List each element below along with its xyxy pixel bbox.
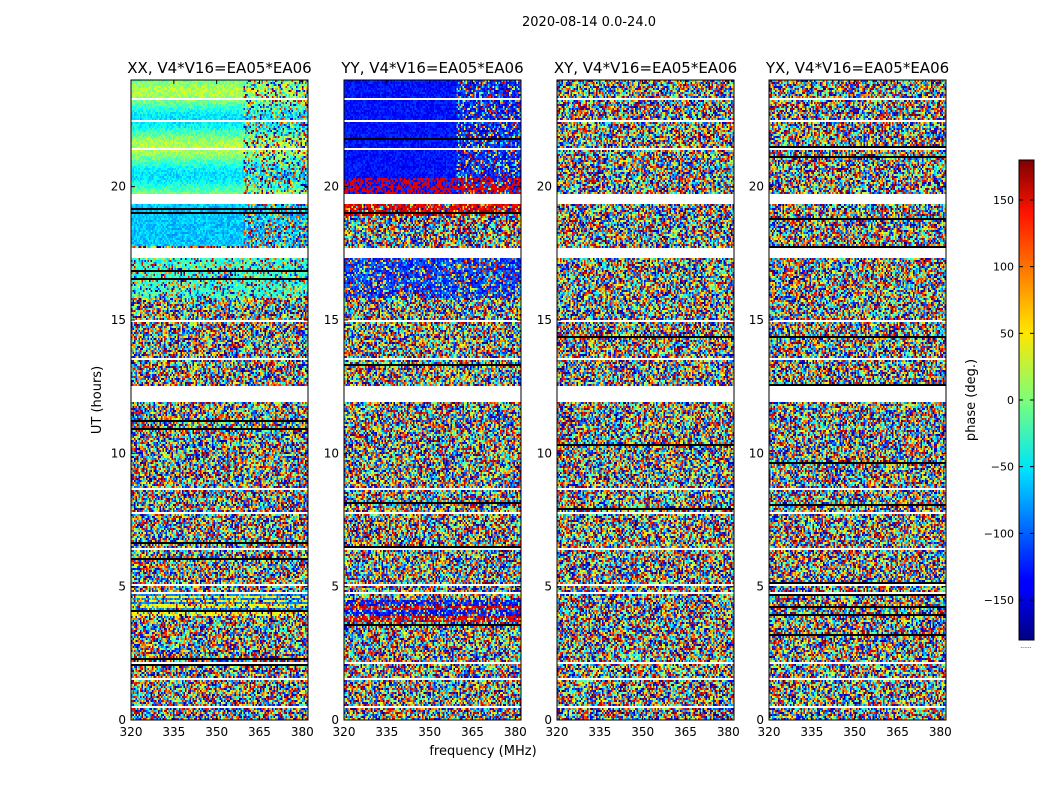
colorbar-ticks: −150 −100 −50 0 50 100 150	[984, 194, 1034, 607]
y-tick-label: 10	[111, 446, 126, 460]
y-tick-label: 5	[118, 580, 126, 594]
x-tick-label: 350	[843, 725, 866, 739]
x-tick-label: 380	[291, 725, 314, 739]
x-tick-label: 350	[205, 725, 228, 739]
panel-frame	[768, 79, 947, 721]
x-tick-label: 365	[461, 725, 484, 739]
x-tick-label: 380	[504, 725, 527, 739]
colorbar: −150 −100 −50 0 50 100 150 phase (deg.) ......	[964, 159, 1035, 650]
figure-title: 2020-08-14 0.0-24.0	[522, 15, 656, 30]
x-tick-label: 320	[546, 725, 569, 739]
y-tick-label: 0	[331, 713, 339, 727]
panel-frame	[130, 79, 309, 721]
panels-group: XX, V4*V16=EA05*EA06 320 335 350 365 380 0 5 10 1…	[111, 59, 952, 739]
colorbar-label: phase (deg.)	[964, 359, 979, 441]
x-tick-label: 380	[717, 725, 740, 739]
y-axis-label: UT (hours)	[90, 366, 105, 434]
y-tick-label: 15	[111, 313, 126, 327]
panel-title: YX, V4*V16=EA05*EA06	[765, 59, 949, 77]
x-tick-label: 335	[162, 725, 185, 739]
x-tick-label: 350	[631, 725, 654, 739]
x-axis-label: frequency (MHz)	[429, 744, 536, 759]
y-tick-label: 0	[756, 713, 764, 727]
colorbar-tick-label: 0	[1007, 394, 1014, 407]
x-tick-label: 365	[248, 725, 271, 739]
y-tick-label: 0	[544, 713, 552, 727]
x-tick-label: 320	[758, 725, 781, 739]
colorbar-tick-label: 50	[1000, 327, 1014, 340]
panel-title: XY, V4*V16=EA05*EA06	[554, 59, 737, 77]
x-tick-label: 380	[929, 725, 952, 739]
colorbar-footer: ......	[1020, 643, 1032, 650]
colorbar-tick-label: −50	[991, 461, 1014, 474]
x-tick-label: 320	[120, 725, 143, 739]
y-tick-label: 10	[324, 446, 339, 460]
x-tick-label: 350	[418, 725, 441, 739]
y-tick-label: 5	[756, 580, 764, 594]
y-tick-label: 20	[749, 180, 764, 194]
x-tick-label: 335	[375, 725, 398, 739]
y-tick-label: 0	[118, 713, 126, 727]
panel-4: YX, V4*V16=EA05*EA06 320 335 350 365 380 0 5 10 1…	[749, 59, 952, 739]
colorbar-tick-label: 150	[993, 194, 1014, 207]
y-tick-label: 10	[749, 446, 764, 460]
panel-heatmap	[131, 80, 308, 720]
y-tick-label: 20	[111, 180, 126, 194]
colorbar-tick-label: −150	[984, 594, 1014, 607]
panel-3: XY, V4*V16=EA05*EA06 320 335 350 365 380 0 5 10 1…	[537, 59, 740, 739]
y-tick-label: 20	[324, 180, 339, 194]
y-tick-label: 20	[537, 180, 552, 194]
x-tick-label: 335	[588, 725, 611, 739]
x-tick-label: 320	[333, 725, 356, 739]
x-tick-label: 365	[674, 725, 697, 739]
y-tick-label: 15	[749, 313, 764, 327]
panel-heatmap	[557, 80, 734, 720]
panel-heatmap	[344, 80, 521, 720]
x-tick-label: 365	[886, 725, 909, 739]
panel-frame	[556, 79, 735, 721]
y-tick-label: 5	[544, 580, 552, 594]
panel-title: YY, V4*V16=EA05*EA06	[340, 59, 523, 77]
y-tick-label: 10	[537, 446, 552, 460]
x-tick-label: 335	[800, 725, 823, 739]
panel-heatmap	[769, 80, 946, 720]
y-tick-label: 5	[331, 580, 339, 594]
panel-2: YY, V4*V16=EA05*EA06 320 335 350 365 380 0 5 10 1…	[324, 59, 527, 739]
panel-frame	[343, 79, 522, 721]
y-tick-label: 15	[324, 313, 339, 327]
colorbar-tick-label: 100	[993, 261, 1014, 274]
panel-1: XX, V4*V16=EA05*EA06 320 335 350 365 380 0 5 10 1…	[111, 59, 314, 739]
colorbar-tick-label: −100	[984, 527, 1014, 540]
panel-title: XX, V4*V16=EA05*EA06	[127, 59, 311, 77]
y-tick-label: 15	[537, 313, 552, 327]
